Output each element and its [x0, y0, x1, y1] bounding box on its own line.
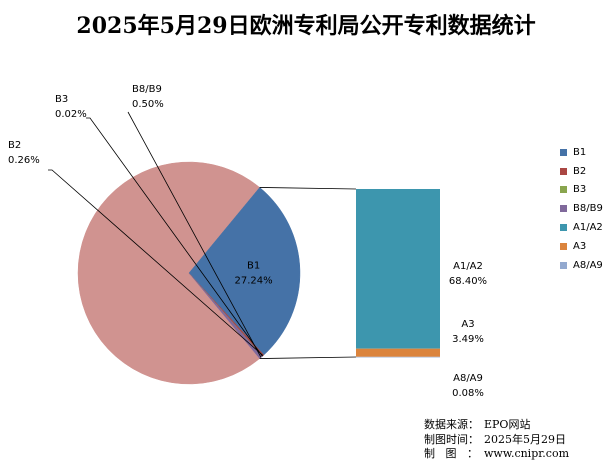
legend-swatch	[560, 168, 567, 175]
legend-swatch	[560, 186, 567, 193]
data-label-a1-a2-line-1: 68.40%	[449, 276, 487, 287]
data-label-b1-line-0: B1	[247, 260, 260, 271]
data-label-b3-line-1: 0.02%	[55, 109, 87, 120]
legend-label: B8/B9	[573, 203, 603, 214]
data-label-a8-a9-line-0: A8/A9	[453, 373, 483, 384]
data-label-b3: B3 0.02%	[55, 94, 87, 120]
data-label-b2-line-1: 0.26%	[8, 155, 40, 166]
bar-segment-a8-a9	[356, 357, 440, 358]
legend-label: A3	[573, 241, 586, 252]
legend-item-b8-b9: B8/B9	[560, 199, 603, 218]
legend-item-a8-a9: A8/A9	[560, 256, 603, 275]
legend-swatch	[560, 262, 567, 269]
source-value: www.cnipr.com	[484, 447, 569, 460]
connector-line-bottom	[260, 357, 356, 359]
data-label-b8-b9: B8/B9 0.50%	[132, 84, 164, 110]
source-key: 制图时间：	[424, 433, 484, 448]
connector-line-top	[260, 187, 356, 189]
legend-swatch	[560, 149, 567, 156]
legend-item-b1: B1	[560, 143, 603, 162]
legend-label: B3	[573, 184, 586, 195]
data-label-a3-line-0: A3	[461, 319, 474, 330]
data-label-b3-line-0: B3	[55, 94, 68, 105]
source-key: 制图：	[424, 447, 478, 462]
legend-item-b2: B2	[560, 162, 603, 181]
legend-label: B2	[573, 166, 586, 177]
source-key: 数据来源：	[424, 418, 484, 433]
data-label-b8-b9-line-1: 0.50%	[132, 99, 164, 110]
data-label-a1-a2: A1/A2 68.40%	[449, 261, 487, 287]
legend-item-a3: A3	[560, 237, 603, 256]
data-label-b1-line-1: 27.24%	[235, 275, 273, 286]
data-label-a3-line-1: 3.49%	[452, 334, 484, 345]
legend-label: A1/A2	[573, 222, 603, 233]
data-label-a8-a9-line-1: 0.08%	[452, 388, 484, 399]
source-row-chart-time: 制图时间：2025年5月29日	[424, 433, 569, 448]
source-block: 数据来源：EPO网站 制图时间：2025年5月29日 制图： www.cnipr.…	[424, 418, 569, 462]
data-label-a3: A3 3.49%	[452, 319, 484, 345]
data-label-b2-line-0: B2	[8, 140, 21, 151]
bar-segment-a1-a2	[356, 189, 440, 349]
data-label-b8-b9-line-0: B8/B9	[132, 84, 162, 95]
data-label-a1-a2-line-0: A1/A2	[453, 261, 483, 272]
source-row-author: 制图： www.cnipr.com	[424, 447, 569, 462]
source-value: 2025年5月29日	[484, 433, 566, 446]
legend-swatch	[560, 224, 567, 231]
data-label-a8-a9: A8/A9 0.08%	[452, 373, 484, 399]
legend-label: B1	[573, 147, 586, 158]
legend-label: A8/A9	[573, 260, 603, 271]
legend-item-a1-a2: A1/A2	[560, 218, 603, 237]
legend-swatch	[560, 243, 567, 250]
legend-item-b3: B3	[560, 181, 603, 200]
data-label-b2: B2 0.26%	[8, 140, 40, 166]
source-value: EPO网站	[484, 418, 530, 431]
legend: B1 B2 B3 B8/B9 A1/A2 A3 A8/A9	[560, 143, 603, 275]
source-row-data-source: 数据来源：EPO网站	[424, 418, 569, 433]
bar-segment-a3	[356, 349, 440, 357]
legend-swatch	[560, 205, 567, 212]
